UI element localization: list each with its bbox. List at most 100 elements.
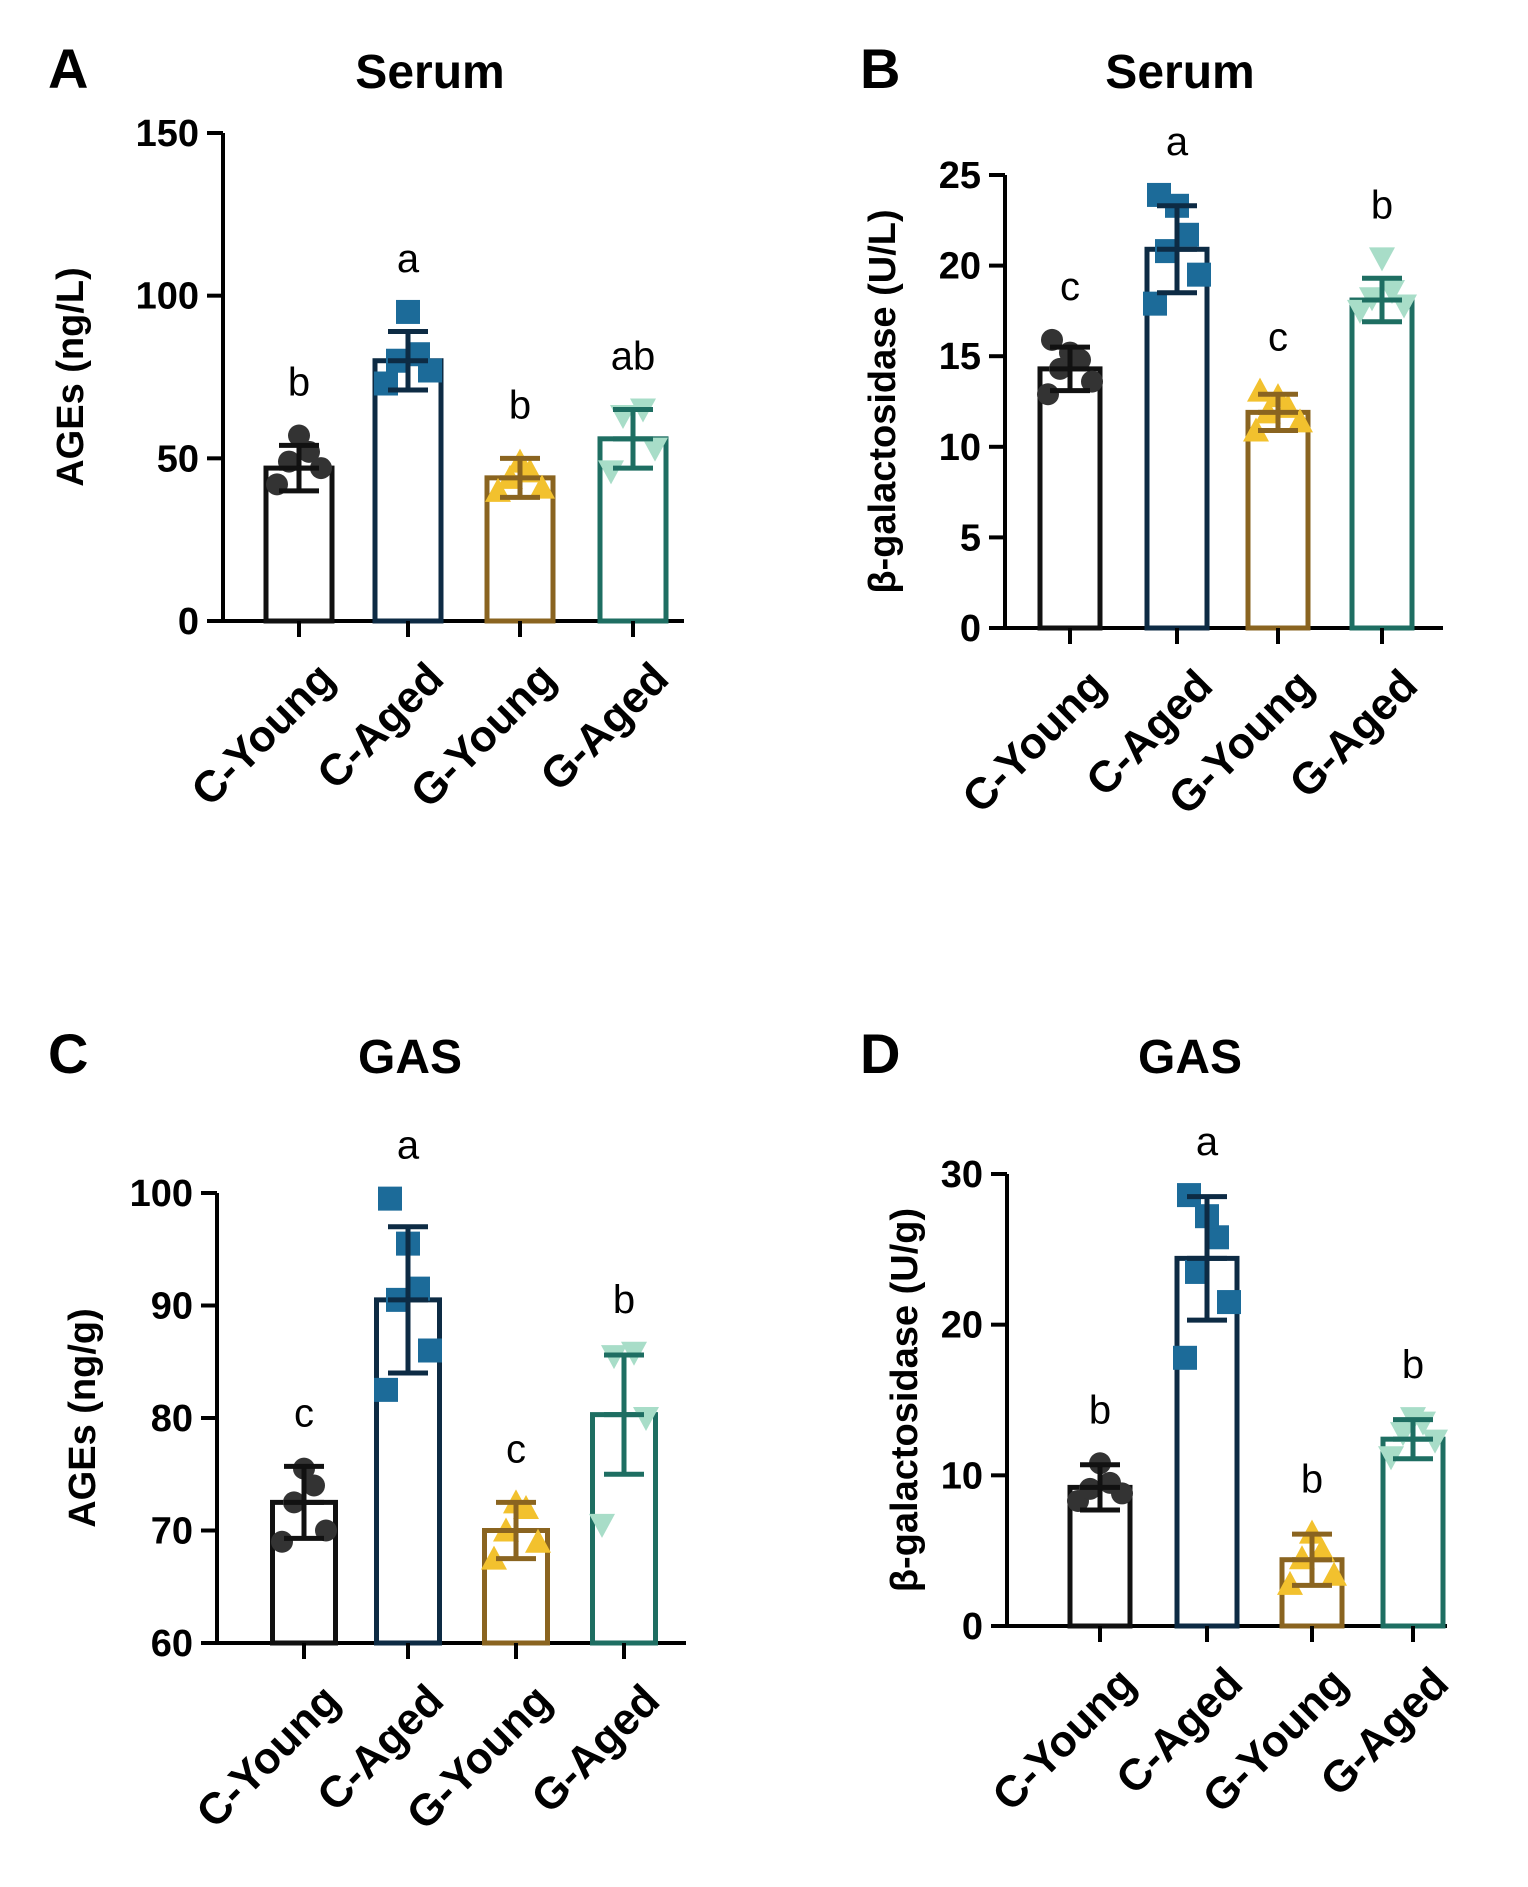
bar [372,358,444,624]
bar-group-c-aged: a [374,1124,442,1646]
data-point [1143,291,1167,316]
bar [1349,297,1415,631]
data-point [1422,1429,1448,1454]
y-axis-label: β-galactosidase (U/g) [884,1208,926,1592]
data-point [1379,279,1405,304]
data-point [1390,1422,1416,1447]
x-tick-label: C-Young [187,1675,349,1837]
y-tick-label: 80 [151,1398,193,1440]
bar-group-c-aged: a [1173,1120,1241,1629]
data-point [1369,247,1395,272]
chart-title: GAS [358,1031,462,1084]
data-point [1243,417,1269,442]
data-point [1309,1537,1335,1562]
y-axis-label: AGEs (ng/g) [62,1308,104,1528]
significance-letter: b [509,383,531,427]
x-tick-label: G-Aged [531,653,678,800]
panel-d: D GAS 0 10 20 30 β-galactosidase (U/g) b C-Young… [860,1022,1458,1822]
data-point [1277,1570,1303,1595]
panel-letter: B [860,37,900,100]
y-tick-label: 5 [960,517,981,559]
data-point [1321,1561,1347,1586]
y-tick-label: 20 [939,246,981,288]
y-tick-label: 70 [151,1511,193,1553]
significance-letter: b [1089,1388,1111,1432]
bar [1037,366,1103,631]
significance-letter: ab [611,335,656,379]
panel-letter: C [48,1022,88,1085]
y-tick-label: 100 [130,1173,193,1215]
x-tick-label: C-Young [182,653,344,815]
y-tick-label: 20 [941,1305,983,1347]
y-tick-label: 60 [151,1623,193,1665]
data-point [1187,262,1211,287]
bar-group-g-aged: b [1347,183,1417,631]
significance-letter: b [1371,183,1393,227]
bar-group-c-young: b [1067,1388,1133,1629]
significance-letter: a [397,237,420,281]
bar-group-g-young: b [1277,1458,1347,1629]
y-tick-label: 90 [151,1286,193,1328]
data-point [1347,299,1373,324]
bar [1245,409,1311,631]
y-axis-label: β-galactosidase (U/L) [862,209,904,593]
chart-title: GAS [1138,1031,1242,1084]
y-tick-label: 10 [939,427,981,469]
data-point [529,474,555,499]
y-tick-label: 25 [939,155,981,197]
data-point [1299,1519,1325,1544]
significance-letter: a [1196,1120,1219,1164]
bar-group-c-aged: a [1143,120,1211,631]
y-tick-label: 15 [939,336,981,378]
data-point [1173,1345,1197,1370]
bar-group-g-young: c [1243,316,1313,631]
data-point [1247,377,1273,402]
significance-letter: a [397,1124,420,1168]
significance-letter: b [613,1278,635,1322]
panel-letter: D [860,1022,900,1085]
y-axis-label: AGEs (ng/L) [50,267,92,487]
data-point [303,1474,325,1497]
panel-b: B Serum 0 5 10 15 20 25 β-galactosidase (U/L) c C-… [860,37,1443,824]
bar-group-g-aged: b [589,1278,659,1646]
y-tick-label: 30 [941,1154,983,1196]
significance-letter: a [1166,120,1189,164]
x-tick-label: C-Young [953,660,1115,822]
data-point [374,1377,398,1402]
data-point [1147,182,1171,207]
data-point [1287,408,1313,433]
bar-group-g-young: c [481,1427,551,1646]
data-point [288,424,310,447]
significance-letter: c [294,1391,314,1435]
y-tick-label: 50 [157,438,199,480]
y-tick-label: 0 [960,608,981,650]
data-point [481,1545,507,1570]
data-point [642,437,668,462]
y-tick-label: 0 [178,601,199,643]
significance-letter: b [1301,1458,1323,1502]
bar-group-g-young: b [484,383,556,624]
chart-title: Serum [1105,46,1254,99]
data-point [1081,370,1103,393]
data-point [378,1186,402,1211]
bar-group-g-aged: ab [597,335,669,624]
y-tick-label: 0 [962,1606,983,1648]
data-point [1217,1290,1241,1315]
bar-group-c-young: c [1037,265,1103,631]
y-tick-label: 150 [136,113,199,155]
y-tick-label: 10 [941,1455,983,1497]
bar-group-g-aged: b [1378,1343,1448,1629]
bar-group-c-young: c [270,1391,338,1646]
data-point [396,299,420,324]
bar-group-c-aged: a [372,237,444,624]
data-point [1289,1545,1315,1570]
data-point [418,1338,442,1363]
x-tick-label: C-Young [983,1658,1145,1820]
significance-letter: c [1060,265,1080,309]
significance-letter: c [506,1427,526,1471]
data-point [1037,383,1059,406]
significance-letter: b [1402,1343,1424,1387]
panel-letter: A [48,37,88,100]
